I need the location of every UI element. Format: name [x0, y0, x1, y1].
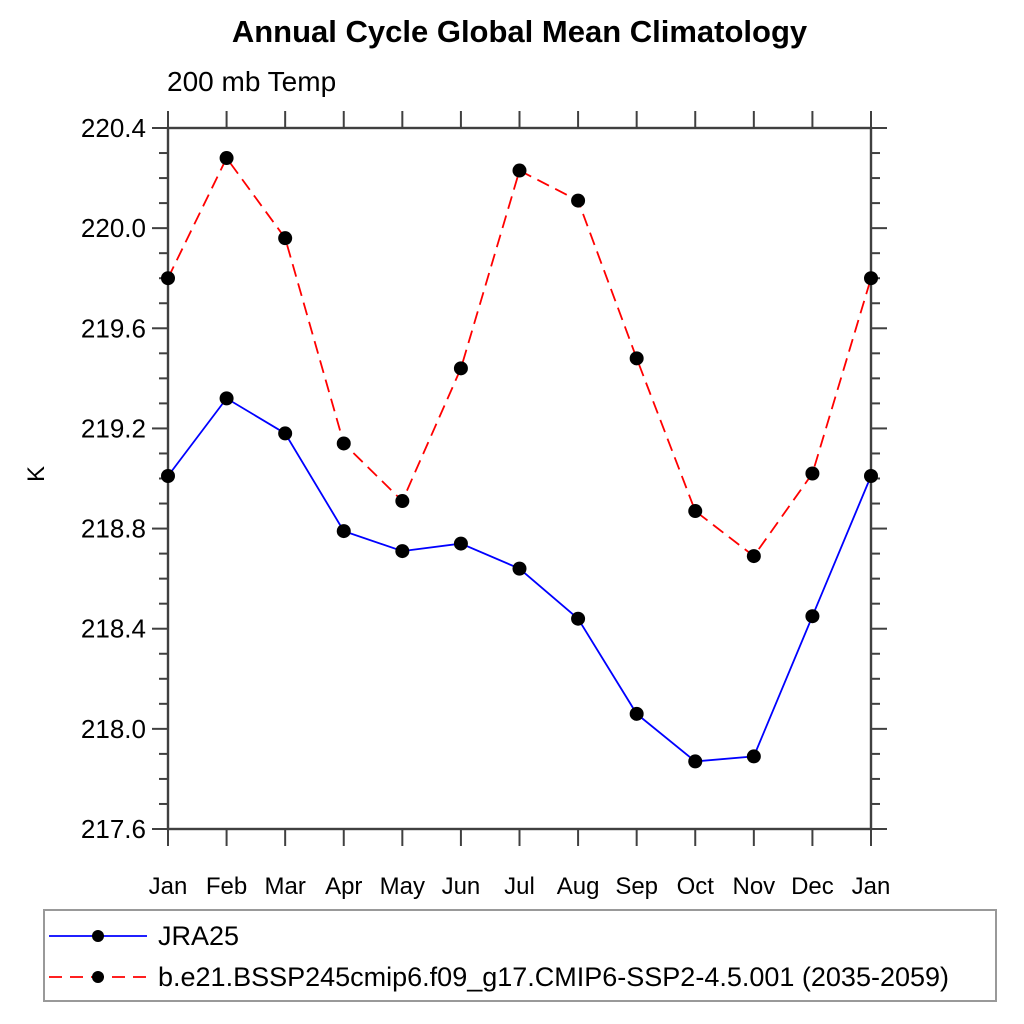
plot-area: 217.6 218.0 218.4 218.8 219.2 219.6 220.0 220.4… — [81, 111, 891, 900]
x-tick-label: Oct — [677, 873, 715, 900]
series-line-0 — [167, 397, 872, 763]
y-tick-label: 218.0 — [81, 714, 146, 744]
series-line-1 — [167, 156, 872, 558]
y-tick-label: 218.8 — [81, 514, 146, 544]
x-tick-label: Nov — [732, 873, 775, 900]
x-tick-label: May — [380, 873, 425, 900]
x-tick-label: Mar — [264, 873, 305, 900]
legend-label-ssp245: b.e21.BSSP245cmip6.f09_g17.CMIP6-SSP2-4.… — [158, 961, 950, 992]
legend-item-ssp245: b.e21.BSSP245cmip6.f09_g17.CMIP6-SSP2-4.… — [49, 961, 950, 992]
legend-label-jra25: JRA25 — [158, 920, 240, 951]
x-axis-ticks — [167, 111, 872, 846]
x-tick-label: Feb — [206, 873, 247, 900]
x-tick-label: Jul — [504, 873, 535, 900]
y-tick-label: 220.4 — [81, 113, 146, 143]
x-tick-label: Sep — [615, 873, 658, 900]
chart-title: Annual Cycle Global Mean Climatology — [231, 14, 808, 49]
x-tick-label: Jun — [442, 873, 481, 900]
x-tick-label: Jan — [149, 873, 188, 900]
legend: JRA25 b.e21.BSSP245cmip6.f09_g17.CMIP6-S… — [43, 909, 997, 1002]
y-tick-label: 219.6 — [81, 313, 146, 343]
x-tick-label: Dec — [791, 873, 834, 900]
legend-line-sample-dashed — [49, 971, 147, 983]
chart-left-subtitle: 200 mb Temp — [167, 66, 337, 97]
y-axis-ticks — [152, 127, 887, 830]
series-markers-1 — [161, 151, 878, 564]
y-tick-label: 219.2 — [81, 413, 146, 443]
x-tick-label: Apr — [325, 873, 362, 900]
legend-marker-0 — [92, 930, 104, 942]
legend-item-jra25: JRA25 — [49, 920, 240, 951]
x-tick-label: Aug — [557, 873, 600, 900]
legend-line-sample-solid — [49, 930, 147, 942]
y-tick-label: 218.4 — [81, 614, 146, 644]
x-tick-label: Jan — [852, 873, 891, 900]
series-markers-0 — [161, 391, 878, 769]
y-tick-label: 217.6 — [81, 814, 146, 844]
plot-frame — [166, 126, 873, 831]
y-tick-label: 220.0 — [81, 213, 146, 243]
legend-marker-1 — [92, 971, 104, 983]
